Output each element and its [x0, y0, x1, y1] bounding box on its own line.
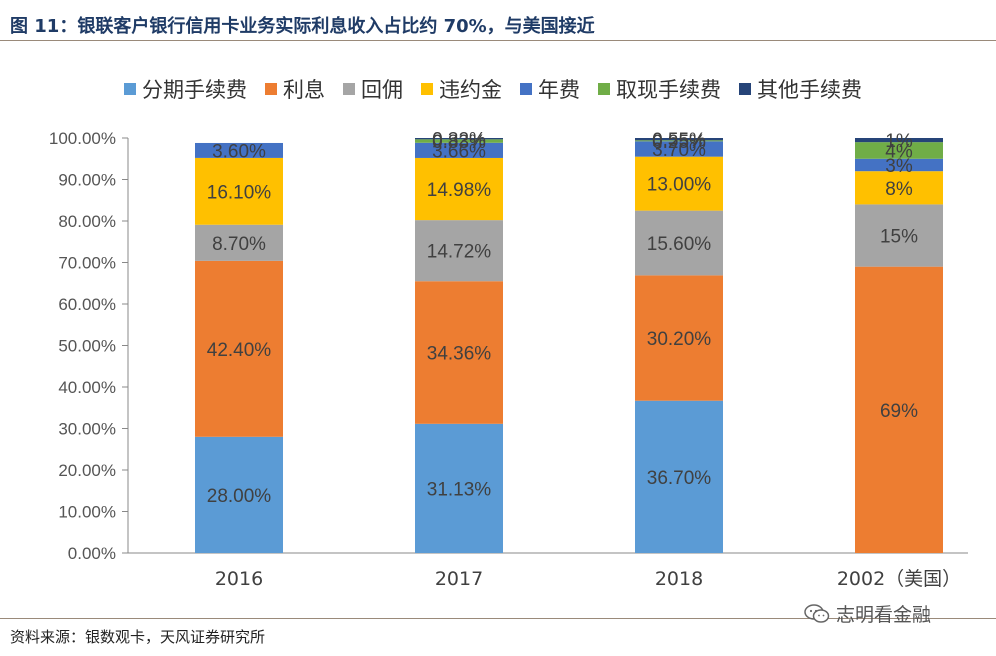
watermark: 志明看金融: [804, 600, 931, 627]
bar-segment-1-3: [415, 157, 503, 221]
y-tick-label-6: 60.00%: [58, 295, 116, 314]
source-note: 资料来源：银数观卡，天风证券研究所: [10, 628, 266, 646]
data-label-2-1: 30.20%: [647, 329, 712, 350]
legend-swatch-5: [598, 83, 610, 95]
bar-segment-3-2: [855, 204, 943, 267]
bar-segment-0-0: [195, 436, 283, 553]
data-label-2-4: 3.70%: [652, 140, 706, 161]
x-tick-label-0: 2016: [215, 568, 263, 590]
y-tick-label-1: 10.00%: [58, 503, 116, 522]
data-label-1-6: 0.32%: [432, 130, 486, 151]
title-rule: [0, 40, 996, 41]
data-label-3-6: 1%: [885, 131, 913, 152]
y-tick-label-2: 20.00%: [58, 461, 116, 480]
bar-segment-0-3: [195, 157, 283, 225]
wechat-icon: [804, 603, 830, 623]
bar-segment-2-5: [635, 140, 723, 142]
stacked-bar-chart: 分期手续费 利息 回佣 违约金 年费 取现手续费 其他手续费 0.00% 10.00% 20.00…: [49, 78, 968, 590]
bar-segment-1-5: [415, 139, 503, 143]
legend-swatch-3: [421, 83, 433, 95]
footer-rule: [0, 618, 996, 619]
data-label-2-3: 13.00%: [647, 175, 712, 196]
y-tick-label-8: 80.00%: [58, 212, 116, 231]
legend-swatch-2: [343, 83, 355, 95]
data-label-1-4: 3.66%: [432, 141, 486, 162]
data-label-3-1: 69%: [880, 401, 918, 422]
data-label-2-5: 0.25%: [652, 132, 706, 153]
bar-segment-3-3: [855, 171, 943, 205]
y-tick-label-9: 90.00%: [58, 171, 116, 190]
data-label-0-4: 3.60%: [212, 141, 266, 162]
data-label-1-2: 14.72%: [427, 242, 492, 263]
bar-segment-1-0: [415, 423, 503, 553]
bar-segment-3-1: [855, 266, 943, 553]
legend-label-4: 年费: [538, 78, 580, 102]
y-tick-label-5: 50.00%: [58, 337, 116, 356]
bar-segment-2-1: [635, 275, 723, 401]
legend-swatch-1: [265, 83, 277, 95]
bar-segment-3-6: [855, 138, 943, 143]
x-tick-label-2: 2018: [655, 568, 703, 590]
legend-label-1: 利息: [283, 78, 325, 102]
legend-swatch-0: [124, 83, 136, 95]
legend-label-6: 其他手续费: [757, 78, 862, 102]
bar-segment-1-2: [415, 220, 503, 282]
bar-segment-0-1: [195, 260, 283, 437]
bar-segment-2-0: [635, 400, 723, 553]
data-label-1-5: 0.83%: [432, 132, 486, 153]
legend-label-5: 取现手续费: [616, 78, 721, 102]
y-tick-label-0: 0.00%: [68, 544, 116, 563]
bar-segment-3-5: [855, 142, 943, 159]
legend-label-3: 违约金: [439, 78, 502, 102]
y-tick-label-3: 30.00%: [58, 420, 116, 439]
data-label-1-3: 14.98%: [427, 180, 492, 201]
legend-swatch-4: [520, 83, 532, 95]
bar-segment-0-2: [195, 224, 283, 261]
y-tick-label-4: 40.00%: [58, 378, 116, 397]
data-label-1-0: 31.13%: [427, 479, 492, 500]
data-label-0-1: 42.40%: [207, 340, 272, 361]
data-label-0-2: 8.70%: [212, 234, 266, 255]
legend-swatch-6: [739, 83, 751, 95]
data-label-3-3: 8%: [885, 179, 913, 200]
legend-label-0: 分期手续费: [142, 78, 247, 102]
bar-segment-2-6: [635, 138, 723, 141]
bar-segment-0-4: [195, 142, 283, 158]
y-tick-label-10: 100.00%: [49, 129, 116, 148]
data-label-3-2: 15%: [880, 227, 918, 248]
y-tick-label-7: 70.00%: [58, 254, 116, 273]
legend-label-2: 回佣: [361, 78, 403, 102]
data-label-0-3: 16.10%: [207, 182, 272, 203]
bar-segment-2-3: [635, 156, 723, 211]
data-label-2-0: 36.70%: [647, 468, 712, 489]
bar-segment-3-4: [855, 158, 943, 172]
data-label-0-0: 28.00%: [207, 486, 272, 507]
data-label-3-4: 3%: [885, 156, 913, 177]
data-label-3-5: 4%: [885, 141, 913, 162]
watermark-text: 志明看金融: [836, 604, 932, 626]
figure-title: 图 11：银联客户银行信用卡业务实际利息收入占比约 70%，与美国接近: [10, 16, 595, 37]
x-tick-label-1: 2017: [435, 568, 483, 590]
bar-segment-1-6: [415, 138, 503, 140]
data-label-2-6: 0.55%: [652, 130, 706, 151]
bar-segment-2-2: [635, 210, 723, 276]
data-label-2-2: 15.60%: [647, 234, 712, 255]
x-tick-label-3: 2002（美国）: [837, 568, 961, 590]
bar-segment-2-4: [635, 141, 723, 157]
data-label-1-1: 34.36%: [427, 344, 492, 365]
bar-segment-1-1: [415, 281, 503, 424]
bar-segment-1-4: [415, 142, 503, 158]
